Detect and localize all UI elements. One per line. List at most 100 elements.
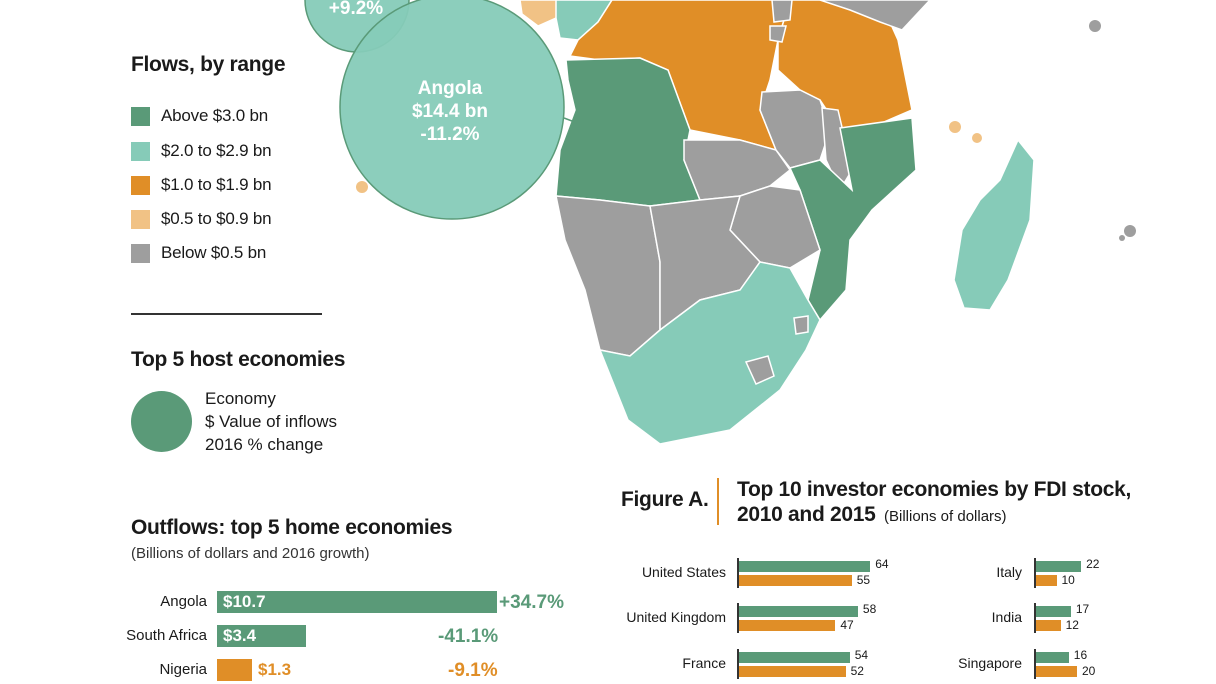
outflow-country-label: Angola <box>160 593 207 610</box>
bubble-top-label: +9.2% <box>328 0 384 19</box>
outflows-title: Outflows: top 5 home economies <box>131 516 453 539</box>
figure-bar-series-1 <box>1036 652 1069 663</box>
figure-bar-series-2 <box>739 575 852 586</box>
legend-item-0-5-to-0-9: $0.5 to $0.9 bn <box>131 209 272 229</box>
legend-label: Above $3.0 bn <box>161 106 269 125</box>
island-comoros-1 <box>949 121 961 133</box>
figure-bar-value: 52 <box>850 664 864 678</box>
island-reunion <box>1119 235 1125 241</box>
legend-item-above-3: Above $3.0 bn <box>131 106 268 126</box>
figure-bar-value: 47 <box>840 618 854 632</box>
legend-item-2-to-2-9: $2.0 to $2.9 bn <box>131 141 272 161</box>
legend-title: Flows, by range <box>131 53 286 76</box>
legend-label: $2.0 to $2.9 bn <box>161 141 272 160</box>
figure-bar-value: 10 <box>1061 573 1075 587</box>
figure-bar-value: 16 <box>1073 648 1088 662</box>
figure-category-label: Italy <box>996 564 1022 580</box>
region-malawi-strip <box>821 107 853 192</box>
figure-bar-value: 20 <box>1082 664 1096 678</box>
figure-bar-series-2 <box>1036 575 1057 586</box>
figure-axis <box>737 649 739 679</box>
island-mauritius <box>1124 225 1136 237</box>
figure-bar-value: 64 <box>875 557 889 571</box>
bubble-angola-leader <box>563 117 581 125</box>
figure-axis <box>1034 649 1036 679</box>
outflow-change-label: -41.1% <box>438 626 499 647</box>
figure-bar-series-1 <box>739 652 850 663</box>
host-key-circle <box>131 391 192 452</box>
figure-category-label: Singapore <box>958 655 1022 671</box>
figure-category-label: United States <box>641 564 726 580</box>
region-west-light-orange <box>519 0 563 27</box>
bubble-angola-value: $14.4 bn <box>411 101 489 122</box>
legend-label: $0.5 to $0.9 bn <box>161 209 272 228</box>
figure-bar-value: 12 <box>1065 618 1079 632</box>
legend-swatch <box>131 243 150 263</box>
figure-bar-series-2 <box>739 620 836 631</box>
island-sao-tome <box>356 181 368 193</box>
figure-bar-value: 22 <box>1086 557 1100 571</box>
figure-bar-series-1 <box>1036 606 1071 617</box>
figure-divider <box>717 478 719 525</box>
legend-swatch <box>131 141 150 161</box>
region-eswatini <box>793 315 809 335</box>
legend-item-1-to-1-9: $1.0 to $1.9 bn <box>131 175 272 195</box>
region-namibia <box>555 195 661 357</box>
bubble-angola <box>339 0 565 220</box>
host-key-line-change: 2016 % change <box>205 435 324 454</box>
outflow-country-label: South Africa <box>126 627 207 644</box>
legend-item-below-0-5: Below $0.5 bn <box>131 243 266 263</box>
island-comoros-2 <box>972 133 982 143</box>
figure-bar-series-1 <box>1036 561 1082 572</box>
region-small-grey-1 <box>771 0 793 23</box>
outflow-bar <box>217 625 307 647</box>
figure-category-label: India <box>991 609 1022 625</box>
figure-title: Top 10 investor economies by FDI stock, <box>737 478 1132 501</box>
host-key-line-value: $ Value of inflows <box>205 412 337 431</box>
host-title: Top 5 host economies <box>131 348 346 371</box>
figure-label: Figure A. <box>621 488 709 511</box>
figure-title-line2-wrap: 2010 and 2015 (Billions of dollars) <box>737 503 1007 527</box>
figure-units: (Billions of dollars) <box>884 508 1007 525</box>
outflow-bar <box>217 659 252 681</box>
region-lesotho <box>744 355 775 385</box>
region-madagascar <box>953 138 1035 311</box>
figure-bar-series-2 <box>739 666 846 677</box>
figure-axis <box>1034 603 1036 633</box>
figure-bar-value: 55 <box>856 573 871 587</box>
figure-axis <box>737 603 739 633</box>
legend-swatch <box>131 209 150 229</box>
outflow-value-label: $10.7 <box>223 592 266 611</box>
outflow-change-label: +34.7% <box>499 592 564 613</box>
region-small-grey-2 <box>769 25 787 43</box>
outflow-value-label: $1.3 <box>258 660 292 679</box>
figure-bar-value: 58 <box>862 602 877 616</box>
figure-bar-value: 17 <box>1075 602 1090 616</box>
region-horn-grey <box>819 0 932 31</box>
outflow-value-label: $3.4 <box>223 626 257 645</box>
figure-bar-series-2 <box>1036 666 1077 677</box>
host-key-line-economy: Economy <box>205 389 276 408</box>
region-south-africa <box>598 261 821 445</box>
figure-bar-value: 54 <box>854 648 869 662</box>
figure-category-label: United Kingdom <box>626 609 726 625</box>
figure-title-line2: 2010 and 2015 <box>737 503 876 526</box>
bubble-angola-change: -11.2% <box>420 124 480 145</box>
outflow-bar <box>217 591 498 613</box>
figure-bar-series-2 <box>1036 620 1061 631</box>
outflows-subtitle: (Billions of dollars and 2016 growth) <box>131 545 370 562</box>
figure-bar-series-1 <box>739 606 858 617</box>
section-divider <box>131 313 322 315</box>
legend-swatch <box>131 106 150 126</box>
island-seychelles <box>1089 20 1101 32</box>
figure-axis <box>1034 558 1036 588</box>
outflow-country-label: Nigeria <box>159 661 207 678</box>
bubble-angola-name: Angola <box>417 78 483 99</box>
figure-category-label: France <box>682 655 726 671</box>
legend-label: $1.0 to $1.9 bn <box>161 175 272 194</box>
legend-label: Below $0.5 bn <box>161 243 267 262</box>
figure-bar-series-1 <box>739 561 871 572</box>
figure-axis <box>737 558 739 588</box>
outflow-change-label: -9.1% <box>448 660 498 681</box>
